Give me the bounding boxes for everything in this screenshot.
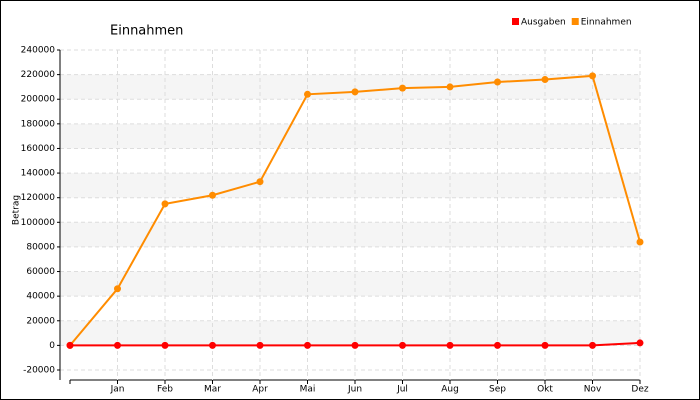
y-tick-label: 60000 <box>26 267 55 277</box>
legend-label: Ausgaben <box>521 18 566 28</box>
y-tick-label: 80000 <box>26 242 55 252</box>
y-tick-label: 0 <box>49 341 55 351</box>
marker <box>114 285 121 293</box>
y-tick-label: 200000 <box>21 95 56 105</box>
marker <box>66 341 74 349</box>
x-tick-label: Aug <box>441 385 459 395</box>
marker <box>446 83 454 91</box>
marker <box>304 90 311 98</box>
x-tick-label: Dez <box>631 385 648 395</box>
x-tick-label: Okt <box>537 385 553 395</box>
marker <box>494 78 501 86</box>
x-tick-label: Mar <box>204 385 221 395</box>
marker <box>351 88 359 96</box>
marker <box>209 191 216 199</box>
y-tick-label: 160000 <box>21 144 56 154</box>
y-tick-label: 220000 <box>21 70 56 80</box>
marker <box>399 84 406 92</box>
x-tick-label: Jun <box>347 385 362 395</box>
y-tick-label: 100000 <box>21 218 56 228</box>
marker <box>161 200 169 208</box>
y-tick-label: 140000 <box>21 169 56 179</box>
marker <box>256 341 264 349</box>
marker <box>541 341 549 349</box>
x-tick-label: Mai <box>300 385 316 395</box>
legend-swatch <box>571 18 579 25</box>
y-tick-label: -20000 <box>23 366 55 376</box>
marker <box>351 341 359 349</box>
x-tick-label: Sep <box>489 385 506 395</box>
marker <box>161 341 169 349</box>
marker <box>446 341 454 349</box>
x-tick-label: Nov <box>584 385 602 395</box>
y-tick-label: 20000 <box>26 316 55 326</box>
marker <box>636 238 644 246</box>
legend-swatch <box>512 18 519 25</box>
marker <box>304 341 311 349</box>
marker <box>589 72 596 80</box>
y-tick-label: 120000 <box>21 193 56 203</box>
x-tick-label: Jan <box>110 385 125 395</box>
y-tick-label: 180000 <box>21 119 56 129</box>
marker <box>589 341 596 349</box>
y-tick-label: 40000 <box>26 292 55 302</box>
x-tick-label: Feb <box>157 385 173 395</box>
grid-band <box>60 123 640 149</box>
marker <box>256 178 264 186</box>
marker <box>114 341 121 349</box>
y-axis-label: Betrag <box>12 195 22 225</box>
legend-label: Einnahmen <box>581 18 632 28</box>
grid-band <box>60 320 640 346</box>
grid-band <box>60 173 640 198</box>
marker <box>399 341 406 349</box>
y-tick-label: 240000 <box>21 46 56 56</box>
chart-title: Einnahmen <box>110 24 183 39</box>
marker <box>494 341 501 349</box>
x-tick-label: Jul <box>396 385 408 395</box>
grid-band <box>60 222 640 247</box>
marker <box>209 341 216 349</box>
marker <box>541 76 549 84</box>
marker <box>636 339 644 347</box>
grid-band <box>60 271 640 297</box>
x-tick-label: Apr <box>252 385 268 395</box>
